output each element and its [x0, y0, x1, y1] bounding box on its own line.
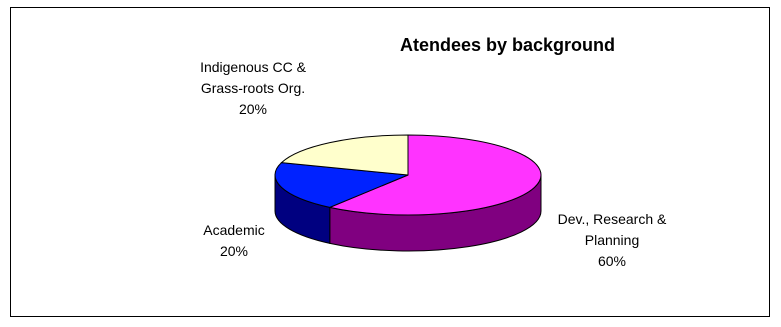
pie-labels: Dev., Research &Planning60%Academic20%In… [200, 59, 667, 269]
slice-label-percent: 20% [220, 243, 248, 259]
slice-1 [274, 162, 409, 208]
slice-label-text: Indigenous CC & [200, 59, 307, 75]
slice-label-0: Dev., Research & Planning 60% [558, 211, 667, 269]
slice-label-text: Grass-roots Org. [201, 80, 305, 96]
slice-0 [328, 134, 542, 216]
pie-tops [274, 134, 542, 216]
slice-label-text: Planning [585, 232, 640, 248]
chart-title: Atendees by background [400, 35, 615, 55]
slice-label-1: Academic 20% [203, 222, 264, 259]
slice-label-text: Dev., Research & [558, 211, 667, 227]
slice-2 [280, 134, 409, 176]
slice-label-text: Academic [203, 222, 264, 238]
slice-label-percent: 60% [598, 253, 626, 269]
slice-label-percent: 20% [239, 101, 267, 117]
slice-label-2: Indigenous CC & Grass-roots Org. 20% [200, 59, 307, 117]
